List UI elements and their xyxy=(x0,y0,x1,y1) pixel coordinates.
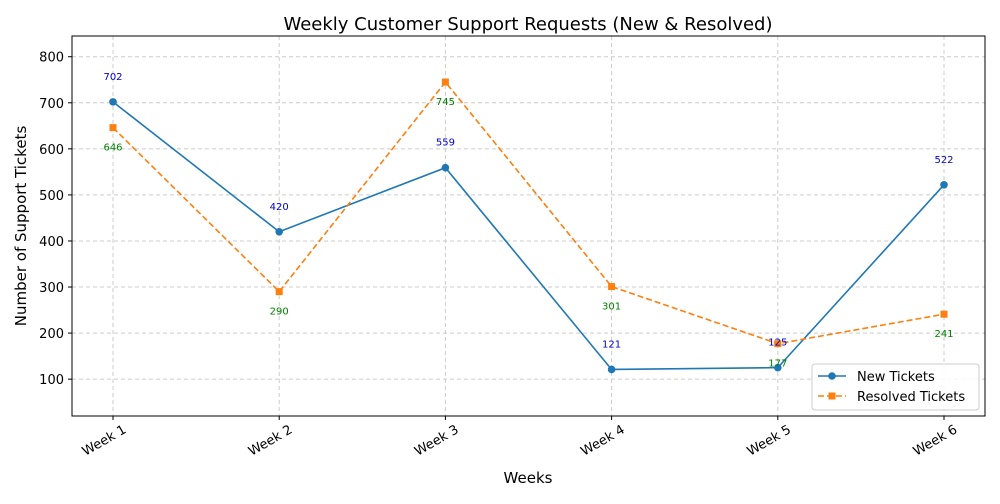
data-point-resolved-tickets xyxy=(441,78,449,86)
data-label-resolved-tickets: 646 xyxy=(103,143,122,154)
data-point-resolved-tickets xyxy=(774,340,782,348)
y-tick-label: 300 xyxy=(39,281,64,296)
data-labels: 702 420 559 121 125 522 646 290 745 301 177 241 xyxy=(103,72,953,370)
legend-label-new-tickets: New Tickets xyxy=(857,370,935,385)
data-point-new-tickets xyxy=(441,163,450,172)
legend-box xyxy=(811,363,980,411)
data-point-new-tickets xyxy=(109,98,117,106)
data-label-resolved-tickets: 745 xyxy=(436,97,455,108)
legend-marker-new-tickets xyxy=(828,372,836,380)
data-point-resolved-tickets xyxy=(608,283,616,291)
chart-title: Weekly Customer Support Requests (New & … xyxy=(283,14,772,35)
series-line-resolved-tickets xyxy=(112,80,945,345)
y-tick-label: 800 xyxy=(39,51,64,66)
y-axis-ticks: 100 200 300 400 500 600 700 800 xyxy=(39,51,72,388)
y-tick-label: 500 xyxy=(39,189,64,204)
data-label-resolved-tickets: 290 xyxy=(270,307,289,318)
grid xyxy=(72,36,985,416)
legend-label-resolved-tickets: Resolved Tickets xyxy=(857,390,965,405)
x-axis-label: Weeks xyxy=(504,469,553,487)
y-tick-label: 200 xyxy=(39,327,64,342)
legend-marker-resolved-tickets xyxy=(828,392,836,400)
data-label-resolved-tickets: 301 xyxy=(602,302,621,313)
data-point-resolved-tickets xyxy=(109,124,117,132)
plot-frame xyxy=(71,35,986,417)
data-point-resolved-tickets xyxy=(940,310,948,318)
y-tick-label: 700 xyxy=(39,97,64,112)
data-label-new-tickets: 125 xyxy=(768,338,787,349)
data-point-new-tickets xyxy=(774,363,782,372)
y-axis-label: Number of Support Tickets xyxy=(12,126,30,327)
data-point-new-tickets xyxy=(607,365,616,374)
data-point-resolved-tickets xyxy=(275,288,283,296)
y-tick-label: 100 xyxy=(39,373,64,388)
data-label-new-tickets: 121 xyxy=(602,339,621,350)
data-label-new-tickets: 702 xyxy=(103,72,122,83)
legend: New Tickets Resolved Tickets xyxy=(811,363,980,411)
series-layer xyxy=(109,78,948,374)
data-label-new-tickets: 420 xyxy=(270,202,289,213)
data-label-new-tickets: 522 xyxy=(934,155,953,166)
y-tick-label: 400 xyxy=(39,235,64,250)
series-line-new-tickets xyxy=(112,101,945,371)
data-label-resolved-tickets: 241 xyxy=(934,329,953,340)
data-point-new-tickets xyxy=(940,180,948,189)
data-point-new-tickets xyxy=(275,227,284,236)
y-tick-label: 600 xyxy=(39,143,64,158)
data-label-resolved-tickets: 177 xyxy=(768,359,787,370)
data-label-new-tickets: 559 xyxy=(436,138,455,149)
